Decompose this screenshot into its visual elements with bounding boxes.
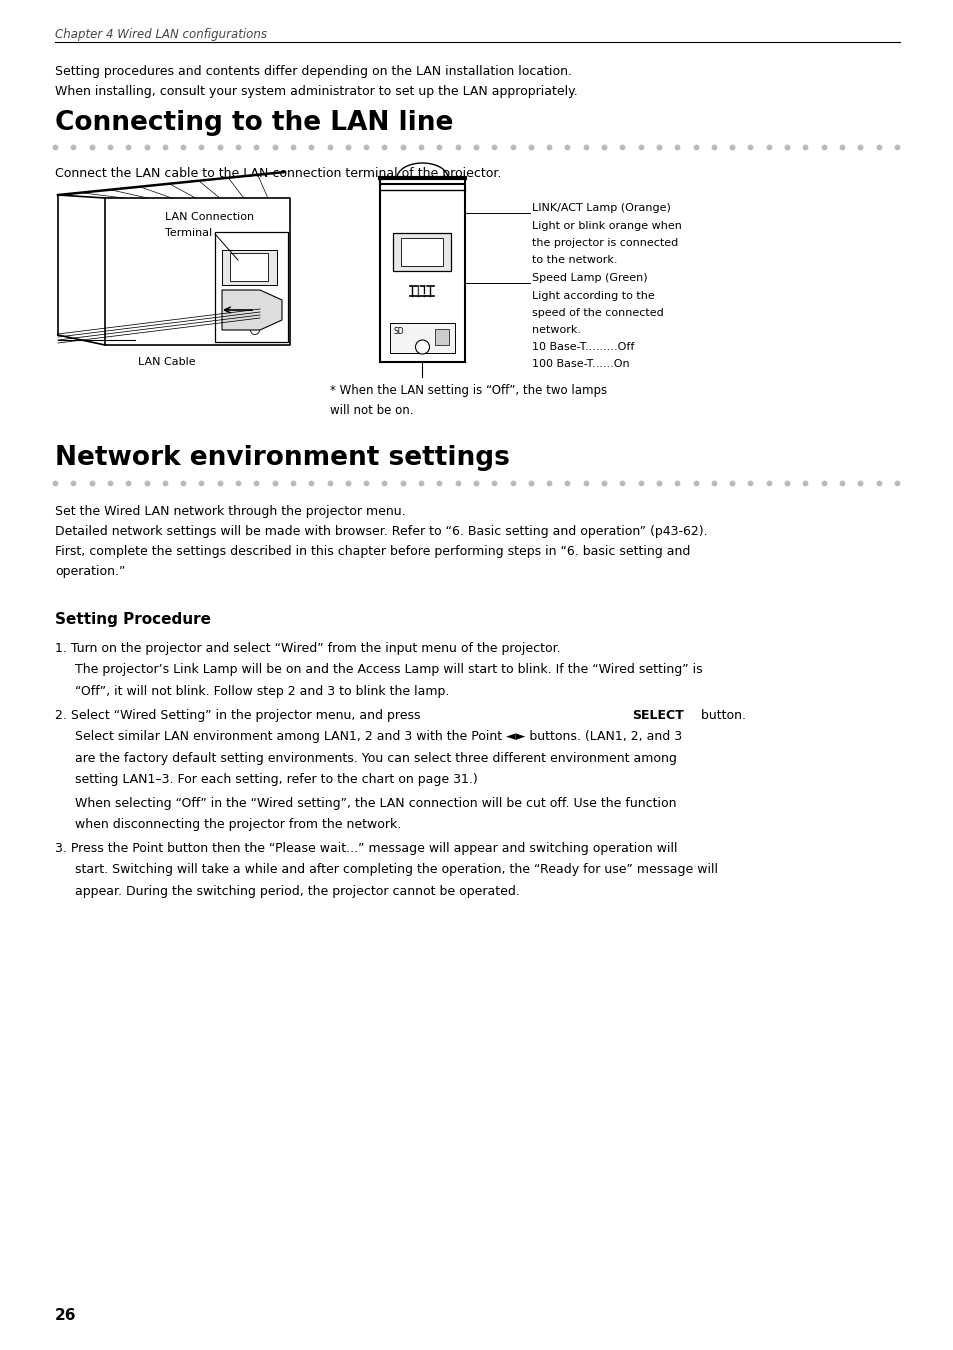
Text: when disconnecting the projector from the network.: when disconnecting the projector from th… bbox=[75, 818, 401, 832]
Circle shape bbox=[251, 325, 259, 335]
Text: will not be on.: will not be on. bbox=[330, 404, 413, 417]
Text: First, complete the settings described in this chapter before performing steps i: First, complete the settings described i… bbox=[55, 545, 690, 558]
Text: Setting Procedure: Setting Procedure bbox=[55, 612, 211, 626]
Text: 表: 表 bbox=[417, 279, 426, 296]
Text: SELECT: SELECT bbox=[631, 709, 683, 722]
Text: appear. During the switching period, the projector cannot be operated.: appear. During the switching period, the… bbox=[75, 886, 519, 898]
Text: 3. Press the Point button then the “Please wait...” message will appear and swit: 3. Press the Point button then the “Plea… bbox=[55, 842, 677, 855]
Text: Set the Wired LAN network through the projector menu.: Set the Wired LAN network through the pr… bbox=[55, 505, 405, 518]
Text: 100 Base-T......On: 100 Base-T......On bbox=[532, 359, 629, 369]
Bar bbox=[390, 323, 455, 352]
Bar bbox=[435, 329, 449, 346]
Text: start. Switching will take a while and after completing the operation, the “Read: start. Switching will take a while and a… bbox=[75, 864, 718, 876]
Text: When selecting “Off” in the “Wired setting”, the LAN connection will be cut off.: When selecting “Off” in the “Wired setti… bbox=[75, 796, 676, 810]
Polygon shape bbox=[222, 290, 282, 329]
Bar bbox=[222, 250, 276, 285]
Text: 2. Select “Wired Setting” in the projector menu, and press: 2. Select “Wired Setting” in the project… bbox=[55, 709, 424, 722]
Bar bbox=[393, 234, 451, 271]
Text: LINK/ACT Lamp (Orange): LINK/ACT Lamp (Orange) bbox=[532, 202, 670, 213]
Text: Light according to the: Light according to the bbox=[532, 292, 654, 301]
Text: Light or blink orange when: Light or blink orange when bbox=[532, 221, 681, 231]
Text: 1. Turn on the projector and select “Wired” from the input menu of the projector: 1. Turn on the projector and select “Wir… bbox=[55, 643, 560, 655]
Text: button.: button. bbox=[697, 709, 745, 722]
Text: * When the LAN setting is “Off”, the two lamps: * When the LAN setting is “Off”, the two… bbox=[330, 383, 606, 397]
Text: “Off”, it will not blink. Follow step 2 and 3 to blink the lamp.: “Off”, it will not blink. Follow step 2 … bbox=[75, 684, 449, 698]
Text: SD: SD bbox=[393, 327, 403, 336]
Text: Connecting to the LAN line: Connecting to the LAN line bbox=[55, 109, 453, 136]
Polygon shape bbox=[400, 238, 442, 266]
Text: Chapter 4 Wired LAN configurations: Chapter 4 Wired LAN configurations bbox=[55, 28, 267, 40]
Text: Detailed network settings will be made with browser. Refer to “6. Basic setting : Detailed network settings will be made w… bbox=[55, 525, 707, 539]
Text: network.: network. bbox=[532, 325, 580, 335]
Text: Network environment settings: Network environment settings bbox=[55, 446, 509, 471]
Polygon shape bbox=[214, 232, 288, 342]
Text: operation.”: operation.” bbox=[55, 566, 125, 578]
Text: LAN Cable: LAN Cable bbox=[138, 356, 195, 367]
Text: The projector’s Link Lamp will be on and the Access Lamp will start to blink. If: The projector’s Link Lamp will be on and… bbox=[75, 663, 702, 676]
Text: Setting procedures and contents differ depending on the LAN installation locatio: Setting procedures and contents differ d… bbox=[55, 65, 572, 78]
Text: Select similar LAN environment among LAN1, 2 and 3 with the Point ◄► buttons. (L: Select similar LAN environment among LAN… bbox=[75, 730, 681, 742]
Text: are the factory default setting environments. You can select three different env: are the factory default setting environm… bbox=[75, 752, 677, 764]
Text: Terminal: Terminal bbox=[165, 228, 212, 238]
Text: setting LAN1–3. For each setting, refer to the chart on page 31.): setting LAN1–3. For each setting, refer … bbox=[75, 774, 477, 786]
Text: Speed Lamp (Green): Speed Lamp (Green) bbox=[532, 273, 647, 284]
Bar bbox=[230, 252, 268, 281]
Text: 26: 26 bbox=[55, 1308, 76, 1323]
Text: Connect the LAN cable to the LAN connection terminal of the projector.: Connect the LAN cable to the LAN connect… bbox=[55, 167, 501, 180]
Text: to the network.: to the network. bbox=[532, 255, 617, 265]
Text: the projector is connected: the projector is connected bbox=[532, 238, 678, 248]
Text: When installing, consult your system administrator to set up the LAN appropriate: When installing, consult your system adm… bbox=[55, 85, 578, 99]
Text: speed of the connected: speed of the connected bbox=[532, 308, 663, 319]
Text: 10 Base-T.........Off: 10 Base-T.........Off bbox=[532, 342, 634, 352]
Text: LAN Connection: LAN Connection bbox=[165, 212, 253, 221]
Circle shape bbox=[416, 340, 429, 354]
